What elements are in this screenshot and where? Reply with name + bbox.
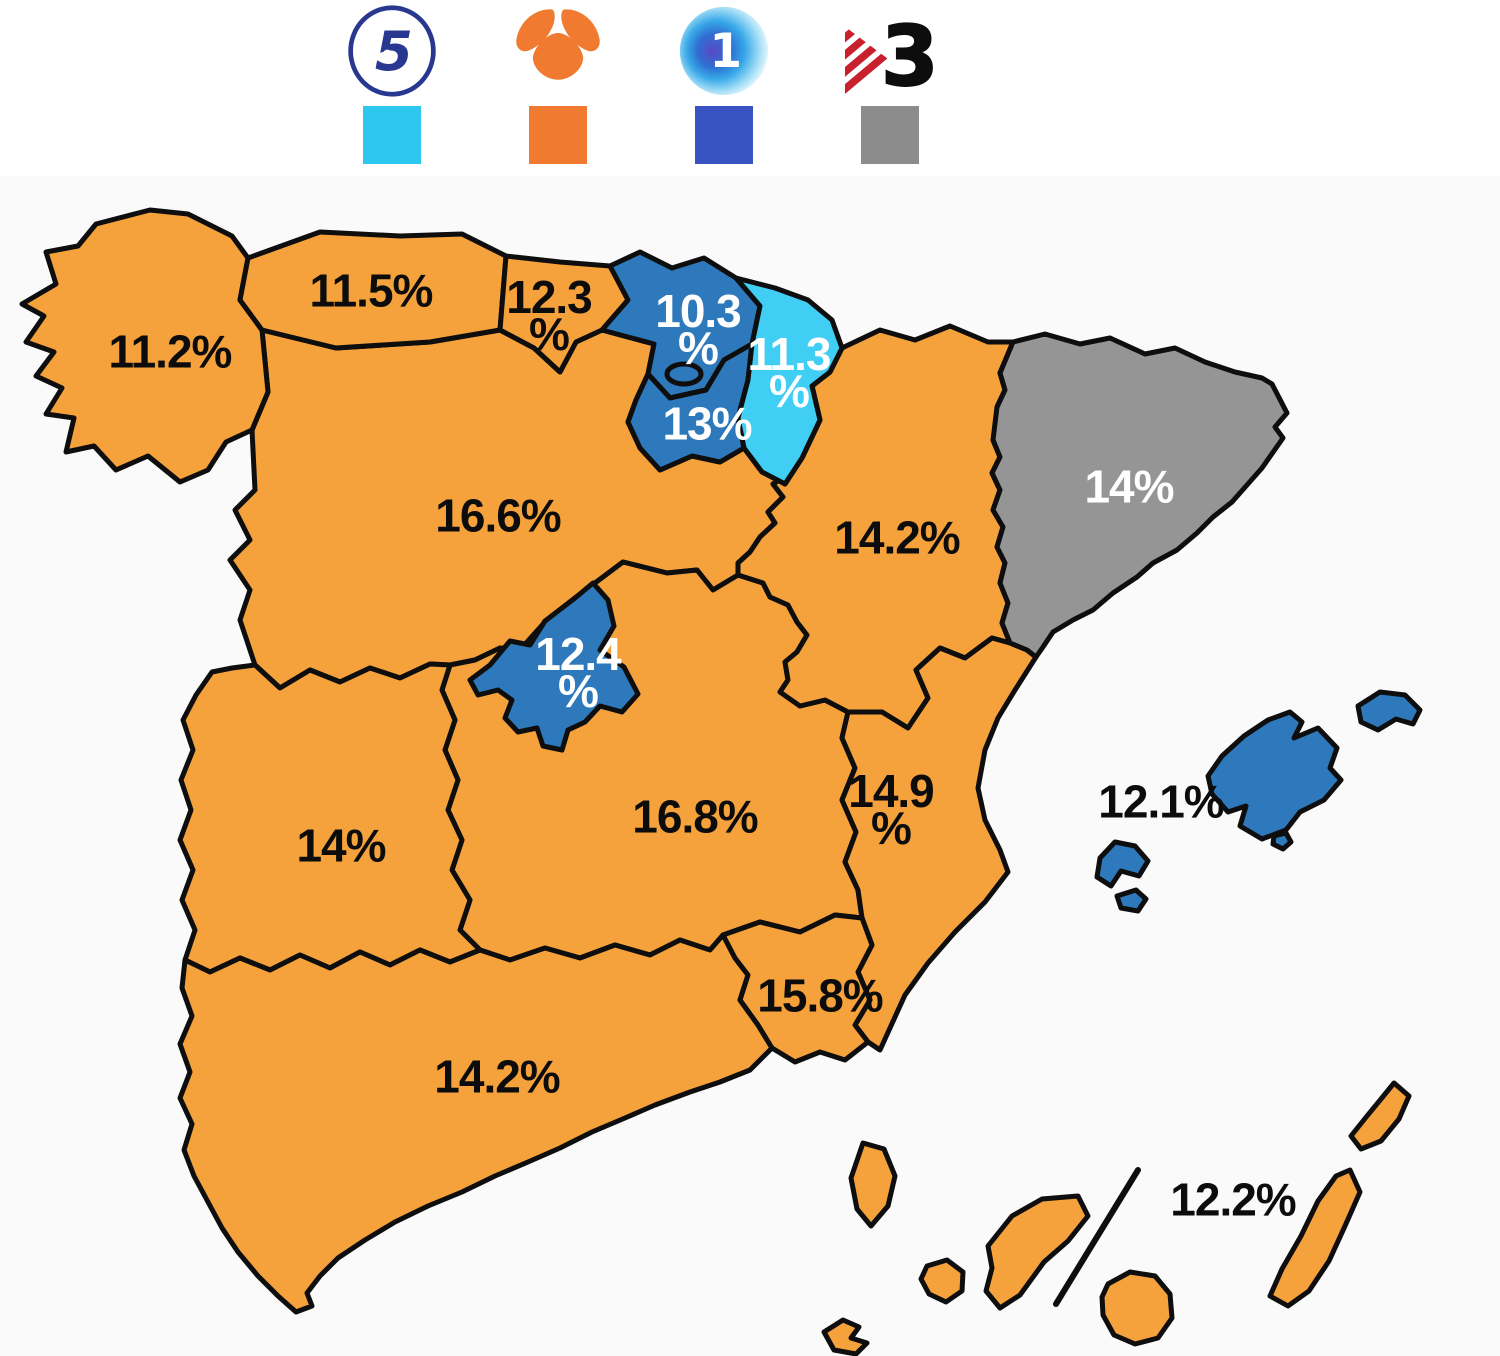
tv3-logo: 3 xyxy=(843,2,937,100)
canary-divider-line xyxy=(1053,1167,1141,1307)
svg-text:1: 1 xyxy=(710,25,743,79)
region-cantabria xyxy=(497,253,631,375)
island-tenerife xyxy=(983,1193,1091,1311)
region-andalucia xyxy=(177,932,775,1315)
svg-text:5: 5 xyxy=(375,19,413,83)
region-extremadura xyxy=(177,661,483,975)
legend-item-antena3 xyxy=(475,2,641,164)
region-murcia xyxy=(720,912,875,1065)
island-cabrera xyxy=(1270,830,1294,852)
region-cataluna xyxy=(989,331,1290,660)
legend-item-tv3: 3 xyxy=(807,2,973,164)
island-formentera xyxy=(1114,887,1149,914)
la1-logo: 1 xyxy=(679,2,769,100)
region-asturias xyxy=(237,229,509,351)
svg-text:3: 3 xyxy=(881,8,937,100)
telecinco-color-swatch xyxy=(363,106,421,164)
region-navarra xyxy=(733,275,845,487)
region-madrid xyxy=(467,580,641,753)
la1-color-swatch xyxy=(695,106,753,164)
island-la-gomera xyxy=(918,1257,966,1305)
trevino-enclave xyxy=(664,361,704,387)
antena3-logo xyxy=(513,2,603,100)
island-fuerteventura xyxy=(1267,1167,1363,1309)
region-galicia xyxy=(19,207,271,485)
antena3-color-swatch xyxy=(529,106,587,164)
island-gran-canaria xyxy=(1099,1269,1175,1347)
telecinco-logo: 5 xyxy=(345,2,439,100)
island-mallorca xyxy=(1205,709,1344,842)
legend: 5 xyxy=(309,2,973,164)
tv3-color-swatch xyxy=(861,106,919,164)
island-la-palma xyxy=(848,1140,898,1229)
island-ibiza xyxy=(1094,839,1151,889)
legend-item-telecinco: 5 xyxy=(309,2,475,164)
island-el-hierro xyxy=(821,1317,870,1356)
legend-item-la1: 1 xyxy=(641,2,807,164)
island-lanzarote xyxy=(1348,1080,1412,1152)
region-valencia xyxy=(839,635,1039,1053)
island-menorca xyxy=(1355,689,1423,733)
